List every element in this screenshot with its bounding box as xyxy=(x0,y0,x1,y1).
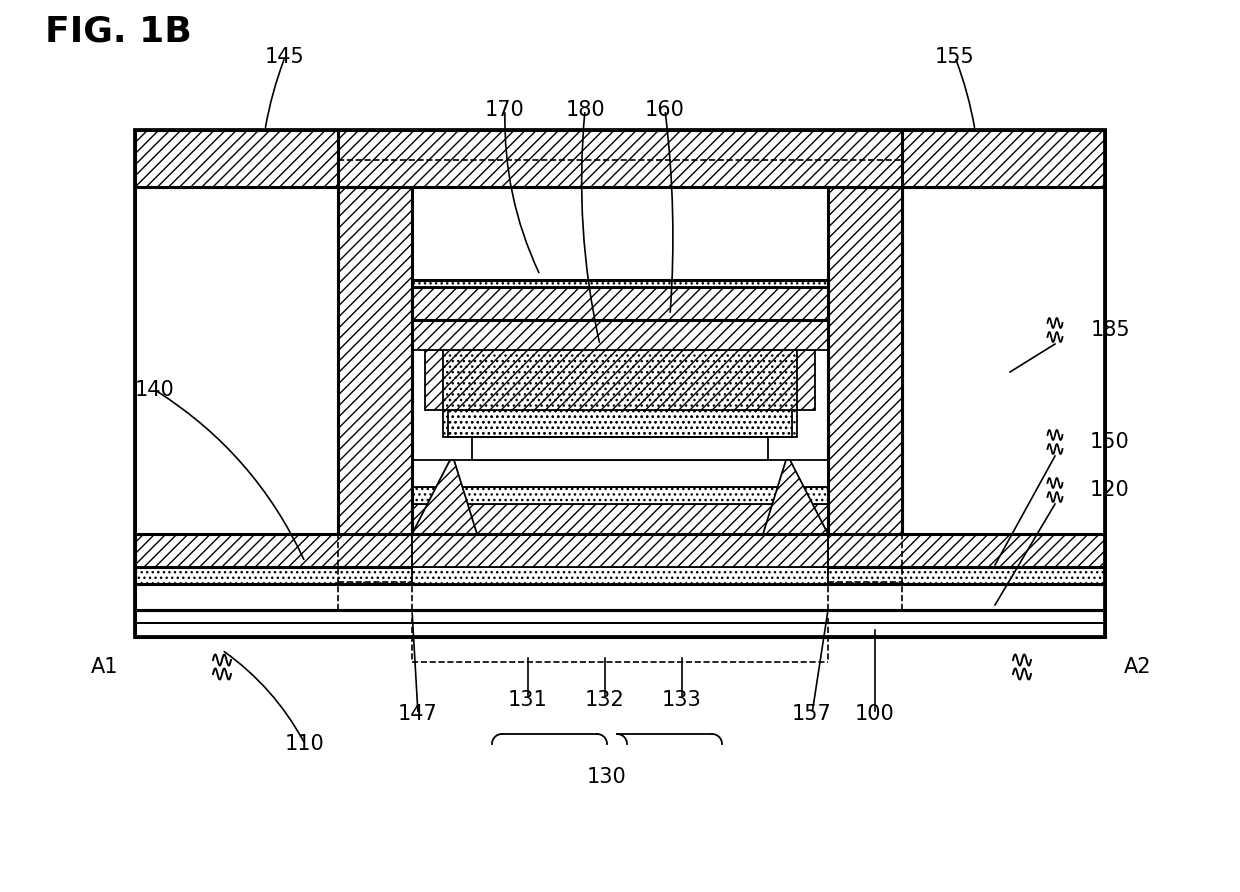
Text: 155: 155 xyxy=(935,47,975,67)
Text: 133: 133 xyxy=(662,690,702,710)
Text: 147: 147 xyxy=(398,704,438,724)
Bar xyxy=(412,320,828,350)
Text: 185: 185 xyxy=(1090,320,1130,340)
Text: 160: 160 xyxy=(645,100,684,120)
Text: 120: 120 xyxy=(1090,480,1130,500)
Bar xyxy=(412,187,828,534)
Text: 131: 131 xyxy=(508,690,548,710)
Text: 145: 145 xyxy=(265,47,305,67)
Bar xyxy=(412,487,828,504)
Text: 132: 132 xyxy=(585,690,625,710)
Bar xyxy=(135,187,339,534)
Bar xyxy=(339,187,412,534)
Text: A2: A2 xyxy=(1125,657,1152,677)
Bar xyxy=(135,567,1105,584)
Text: A1: A1 xyxy=(92,657,119,677)
Bar xyxy=(412,287,828,320)
Bar xyxy=(412,504,828,534)
Bar xyxy=(443,350,797,437)
Text: 157: 157 xyxy=(792,704,832,724)
Polygon shape xyxy=(412,460,477,534)
Bar xyxy=(135,130,1105,637)
Text: 150: 150 xyxy=(1090,432,1130,452)
Bar xyxy=(472,437,768,460)
Text: 140: 140 xyxy=(135,380,175,400)
Text: 130: 130 xyxy=(587,767,627,787)
Bar xyxy=(135,610,1105,637)
Text: 110: 110 xyxy=(285,734,325,754)
Bar xyxy=(135,130,339,187)
Bar xyxy=(448,410,792,437)
Text: 180: 180 xyxy=(565,100,605,120)
Text: 170: 170 xyxy=(485,100,525,120)
Text: FIG. 1B: FIG. 1B xyxy=(45,15,192,49)
Bar xyxy=(412,534,828,567)
Bar xyxy=(901,187,1105,534)
Bar xyxy=(412,567,828,584)
Bar xyxy=(135,584,1105,610)
Text: 100: 100 xyxy=(856,704,895,724)
Bar xyxy=(339,130,901,187)
Bar xyxy=(828,187,901,534)
Bar xyxy=(135,534,1105,567)
Bar xyxy=(425,350,815,410)
Bar xyxy=(901,130,1105,187)
Polygon shape xyxy=(763,460,828,534)
Bar xyxy=(412,460,828,487)
Bar xyxy=(412,280,828,287)
